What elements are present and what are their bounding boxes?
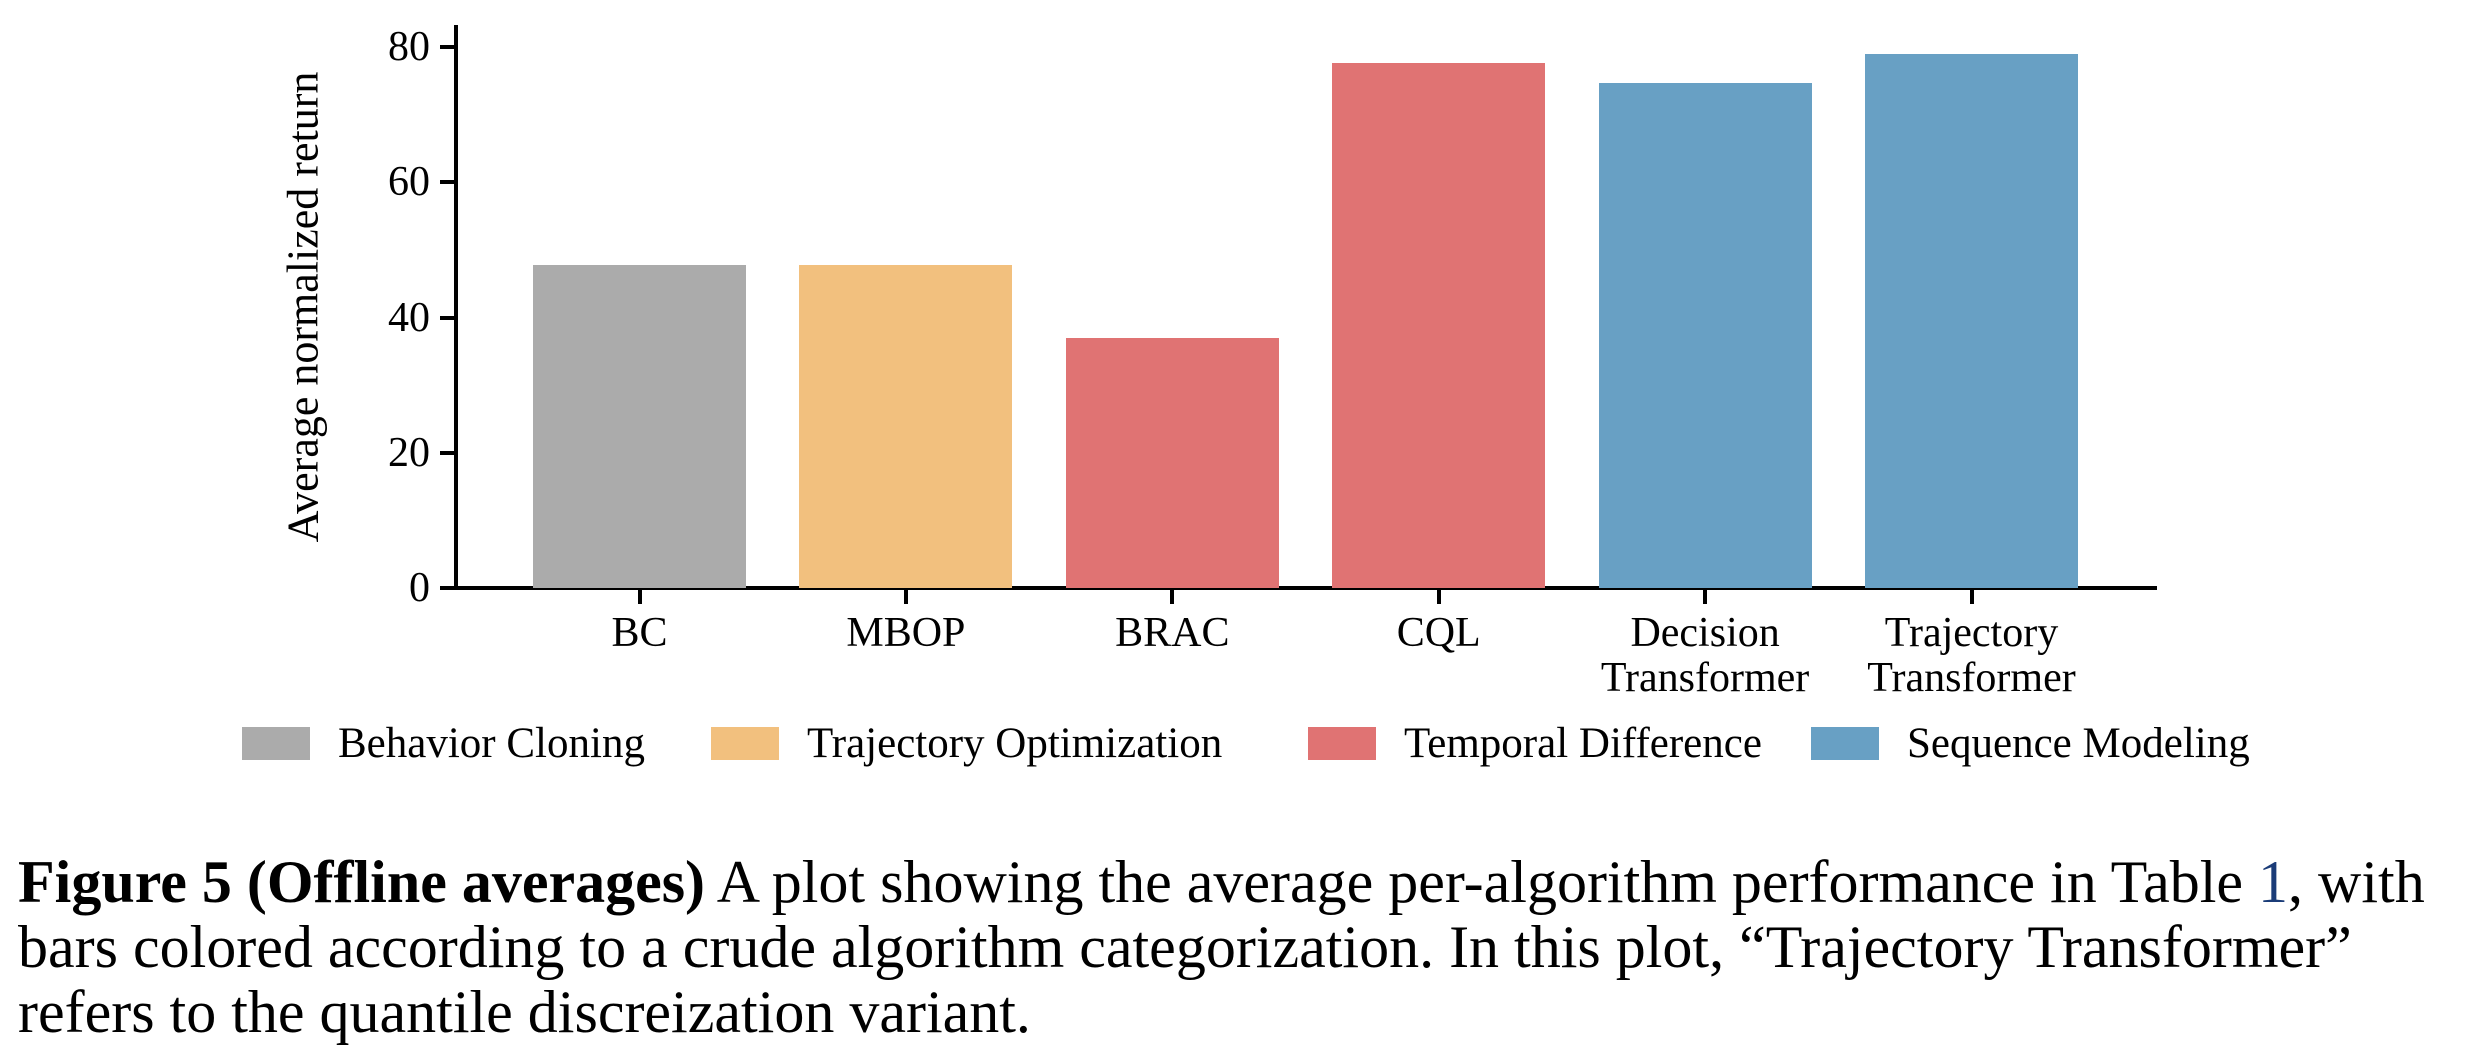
legend-label-behavior-cloning: Behavior Cloning [338,720,645,767]
legend-label-temporal-difference: Temporal Difference [1404,720,1762,767]
y-tick-label-40: 40 [388,294,430,341]
y-tick-label-60: 60 [388,159,430,206]
x-tick-trajectory-transformer [1969,590,1974,604]
x-tick-brac [1170,590,1175,604]
caption-line-1: Figure 5 (Offline averages) A plot showi… [18,850,2480,915]
y-tick-40 [440,315,454,320]
bar-decision-transformer [1598,82,1812,588]
bar-bc [533,265,746,588]
y-tick-label-80: 80 [388,24,430,70]
y-tick-80 [440,45,454,49]
bar-mbop [799,264,1013,588]
x-tick-cql [1436,590,1441,604]
y-tick-label-20: 20 [388,429,430,476]
x-axis-line [454,586,2157,590]
x-tick-label-trajectory-transformer: Trajectory Transformer [1867,610,2076,701]
legend-item-temporal-difference: Temporal Difference [1308,722,1762,765]
legend-item-behavior-cloning: Behavior Cloning [242,722,645,765]
x-tick-bc [637,590,642,604]
y-axis-line [454,25,458,590]
y-tick-60 [440,180,454,185]
figure-caption: Figure 5 (Offline averages) A plot showi… [18,850,2480,1045]
bar-cql [1332,63,1546,588]
legend-item-sequence-modeling: Sequence Modeling [1811,722,2250,765]
x-tick-label-brac: BRAC [1115,610,1230,656]
x-tick-label-cql: CQL [1396,610,1481,656]
legend-label-sequence-modeling: Sequence Modeling [1907,720,2250,767]
y-tick-0 [440,586,454,590]
legend-item-trajectory-optimization: Trajectory Optimization [711,722,1222,765]
x-tick-decision-transformer [1703,590,1708,604]
legend-swatch-behavior-cloning [242,727,310,760]
y-tick-20 [440,450,454,455]
caption-text: , with [2288,849,2425,915]
x-tick-mbop [903,590,908,604]
y-tick-label-0: 0 [409,565,430,611]
table-1-reference-link[interactable]: 1 [2258,849,2289,915]
caption-text: A plot showing the average per-algorithm… [705,849,2259,915]
legend-label-trajectory-optimization: Trajectory Optimization [807,720,1223,767]
bar-brac [1065,338,1279,588]
x-tick-label-decision-transformer: Decision Transformer [1600,610,1810,701]
bar-trajectory-transformer [1865,54,2078,588]
caption-figure-label: Figure 5 (Offline averages) [18,849,706,915]
legend-swatch-temporal-difference [1308,727,1376,760]
caption-line-3: refers to the quantile discreization var… [18,979,1031,1045]
x-tick-label-mbop: MBOP [846,610,966,656]
legend-swatch-sequence-modeling [1811,727,1879,760]
x-tick-label-bc: BC [611,610,668,656]
legend-swatch-trajectory-optimization [711,727,779,760]
caption-line-2: bars colored according to a crude algori… [18,914,2352,980]
